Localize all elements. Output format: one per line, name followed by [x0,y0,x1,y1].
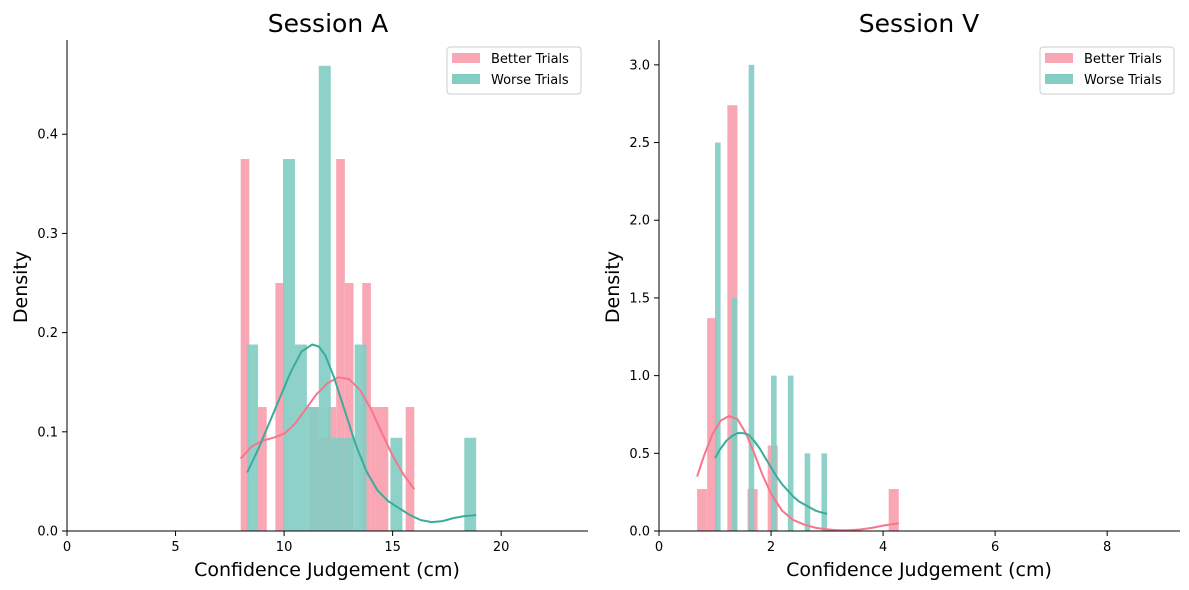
better-trials-bar [258,407,267,531]
x-tick-label: 6 [991,540,999,555]
y-tick-label: 2.5 [629,136,650,151]
x-tick-label: 2 [767,540,775,555]
better-trials-kde-line [696,414,899,532]
y-tick-label: 0.3 [37,227,58,242]
worse-trials-bar [731,297,738,531]
histogram-bars [240,65,477,531]
y-tick-label: 0.5 [629,447,650,462]
legend-swatch-worse [452,74,480,84]
x-ticks: 0 5 10 15 20 [63,531,510,555]
worse-trials-bar [390,437,403,531]
x-axis-label: Confidence Judgement (cm) [786,559,1052,581]
y-tick-label: 0.1 [37,425,58,440]
y-ticks: 0.0 0.1 0.2 0.3 0.4 [37,128,67,540]
chart-session-v: Session V 0 2 4 6 8 0.0 0.5 1.0 1.5 2.0 2.5 3.0 Co… [602,9,1180,581]
y-axis-label: Density [602,251,624,323]
worse-trials-bar [318,65,331,531]
y-tick-label: 0.0 [629,525,650,540]
legend-label-better: Better Trials [1084,52,1162,67]
better-trials-bar [405,407,415,531]
y-tick-label: 1.5 [629,291,650,306]
worse-trials-bar [294,344,307,531]
worse-trials-kde-line [714,432,828,515]
histogram-bars [697,64,899,532]
worse-trials-bar [282,159,295,531]
legend-swatch-worse [1045,74,1073,84]
kde-lines [239,343,477,524]
x-tick-label: 0 [655,540,663,555]
x-ticks: 0 2 4 6 8 [655,531,1111,555]
legend-box [1039,46,1175,95]
kde-lines [696,414,899,532]
y-tick-label: 2.0 [629,214,650,229]
y-tick-label: 0.2 [37,326,58,341]
better-trials-bar [888,489,899,531]
x-tick-label: 20 [493,540,510,555]
better-trials-bar [240,159,250,531]
x-tick-label: 8 [1103,540,1111,555]
worse-trials-bar [821,453,828,531]
legend: Better Trials Worse Trials [1039,46,1175,95]
worse-trials-bar [342,437,355,531]
chart-session-a: Session A 0 5 10 15 20 0.0 0.1 0.2 0.3 0.4 Confi… [10,9,588,581]
legend-label-worse: Worse Trials [491,73,569,88]
legend-label-worse: Worse Trials [1084,73,1162,88]
worse-trials-kde-line [246,343,477,524]
worse-trials-bar [464,437,477,531]
worse-trials-bar [787,375,794,531]
legend-label-better: Better Trials [491,52,569,67]
better-trials-bar [362,283,371,531]
legend-box [446,46,582,95]
y-tick-label: 0.0 [37,525,58,540]
y-tick-label: 1.0 [629,369,650,384]
y-axis-label: Density [10,251,32,323]
y-ticks: 0.0 0.5 1.0 1.5 2.0 2.5 3.0 [629,58,659,540]
y-tick-label: 0.4 [37,128,58,143]
x-tick-label: 4 [879,540,887,555]
worse-trials-bar [354,344,367,531]
better-trials-bar [275,283,285,531]
worse-trials-bar [804,453,811,531]
worse-trials-bar [330,437,343,531]
chart-title: Session A [268,9,388,38]
chart-title: Session V [859,9,979,38]
x-axis-label: Confidence Judgement (cm) [194,559,460,581]
legend-swatch-better [1045,53,1073,63]
worse-trials-bar [306,407,319,531]
x-tick-label: 0 [63,540,71,555]
worse-trials-bar [247,344,259,531]
worse-trials-bar [715,142,721,531]
legend-swatch-better [452,53,480,63]
better-trials-bar [336,159,345,531]
x-tick-label: 15 [384,540,401,555]
x-tick-label: 10 [276,540,293,555]
better-trials-bar [707,318,718,531]
worse-trials-bar [771,375,777,531]
worse-trials-bar [748,64,755,532]
better-trials-bar [697,489,708,531]
legend: Better Trials Worse Trials [446,46,582,95]
x-tick-label: 5 [171,540,179,555]
better-trials-bar [344,283,354,531]
better-trials-kde-line [239,376,416,490]
y-tick-label: 3.0 [629,58,650,73]
